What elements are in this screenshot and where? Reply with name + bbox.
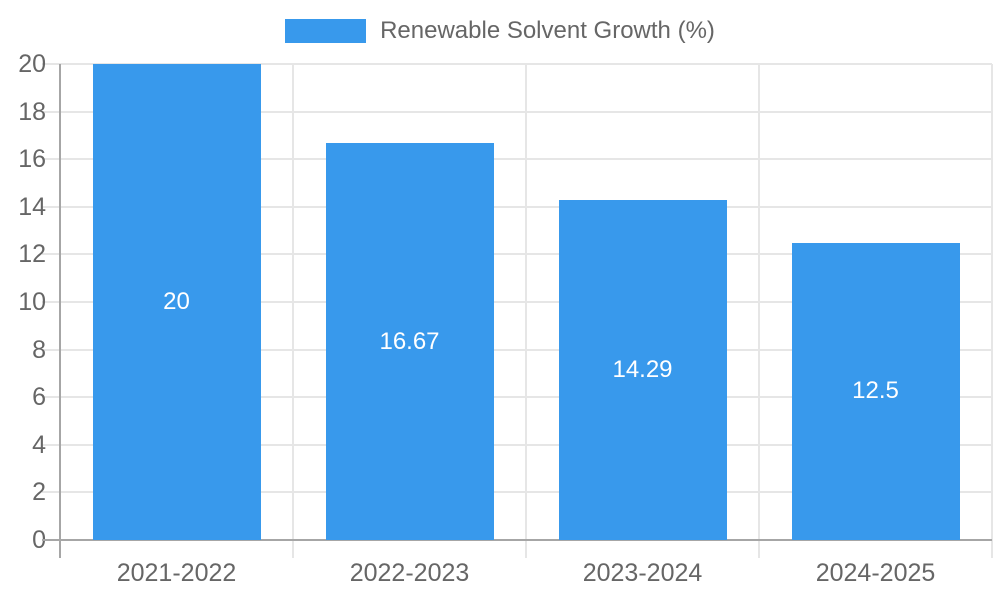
- gridline: [42, 491, 992, 494]
- y-tick-label: 20: [18, 50, 46, 78]
- gridline: [42, 253, 992, 256]
- legend-label: Renewable Solvent Growth (%): [380, 17, 715, 44]
- x-tick-label: 2023-2024: [582, 559, 703, 587]
- y-tick-label: 0: [32, 526, 46, 554]
- gridline: [292, 64, 294, 558]
- gridline: [758, 64, 760, 558]
- legend-swatch-icon: [285, 19, 367, 43]
- y-tick-label: 6: [32, 383, 46, 412]
- gridline: [42, 443, 992, 446]
- y-tick-label: 14: [18, 192, 46, 221]
- x-tick-label: 2024-2025: [815, 559, 936, 587]
- gridline: [42, 396, 992, 399]
- y-tick-label: 18: [18, 97, 46, 126]
- bar-value-label: 20: [163, 288, 190, 315]
- gridline: [42, 348, 992, 351]
- bar-value-label: 12.5: [852, 377, 899, 405]
- bar-value-label: 16.67: [379, 327, 440, 355]
- y-tick-label: 16: [18, 145, 46, 174]
- y-axis-line: [59, 64, 61, 558]
- gridline: [42, 205, 992, 208]
- bar: 14.29: [558, 199, 727, 540]
- bar-value-label: 14.29: [612, 355, 673, 383]
- gridline: [525, 64, 527, 558]
- bar: 12.5: [791, 242, 960, 540]
- bar: 16.67: [325, 143, 494, 540]
- y-tick-label: 4: [32, 430, 46, 459]
- bar: 20: [92, 64, 261, 540]
- gridline: [42, 158, 992, 161]
- x-axis-line: [42, 539, 992, 541]
- y-tick-label: 10: [18, 288, 46, 316]
- y-tick-label: 12: [18, 240, 46, 269]
- y-tick-label: 8: [32, 335, 46, 364]
- gridline: [42, 110, 992, 113]
- chart-legend[interactable]: Renewable Solvent Growth (%): [0, 12, 1000, 50]
- gridline: [42, 301, 992, 303]
- y-tick-label: 2: [32, 478, 46, 507]
- gridline: [991, 64, 993, 558]
- gridline: [42, 63, 992, 65]
- x-tick-label: 2022-2023: [349, 559, 470, 587]
- x-tick-label: 2021-2022: [116, 559, 237, 587]
